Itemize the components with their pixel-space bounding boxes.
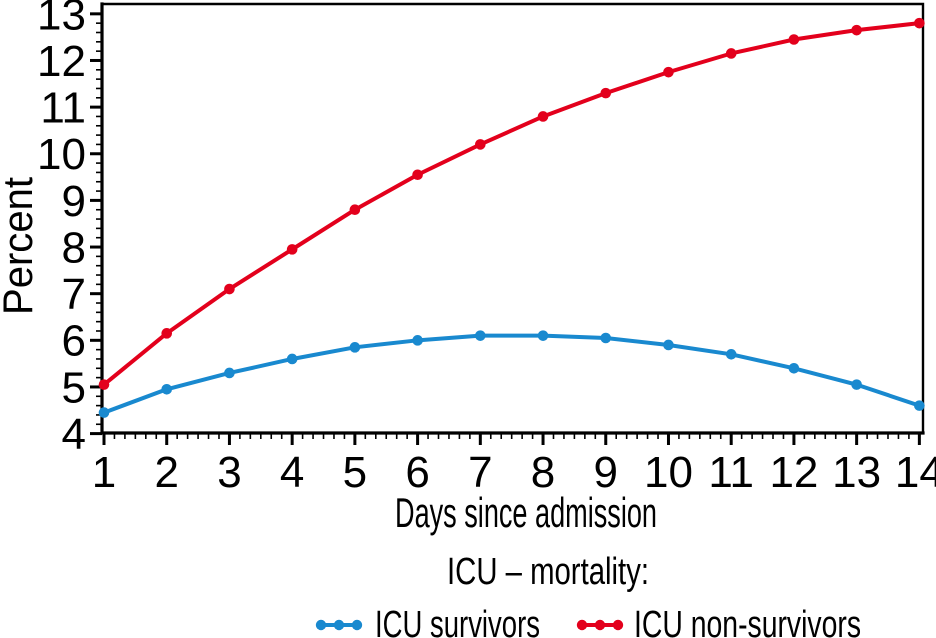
- y-tick-label: 8: [62, 223, 86, 272]
- x-tick-label: 9: [594, 448, 618, 497]
- data-point: [725, 48, 737, 59]
- legend: ICU survivors ICU non-survivors: [315, 604, 861, 638]
- x-tick-label: 13: [832, 448, 881, 497]
- plot-frame-top-right: [102, 2, 925, 433]
- legend-label-survivors: ICU survivors: [375, 604, 540, 638]
- x-tick-label: 6: [405, 448, 429, 497]
- series-points: [98, 17, 925, 418]
- series-lines: [102, 21, 922, 415]
- data-point: [224, 283, 235, 295]
- x-tick-labels: 1 2 3 4 5 6 7 8 9 10 11 12 13 14: [92, 448, 936, 497]
- legend-dot-icon: [351, 619, 363, 631]
- data-point: [224, 367, 235, 379]
- data-point: [788, 34, 800, 45]
- data-point: [914, 17, 925, 29]
- x-tick-label: 2: [154, 448, 178, 497]
- data-point: [349, 204, 361, 216]
- x-tick-label: 11: [708, 448, 754, 497]
- data-point: [98, 379, 110, 390]
- y-tick-label: 9: [62, 177, 86, 226]
- legend-dot-icon: [315, 619, 327, 631]
- data-point: [788, 363, 800, 374]
- y-axis-title: Percent: [0, 177, 41, 315]
- y-tick-label: 5: [62, 363, 86, 412]
- y-major-ticks: [90, 12, 102, 436]
- y-tick-label: 7: [62, 270, 86, 319]
- data-point: [725, 349, 737, 360]
- series-line-0: [102, 333, 922, 415]
- x-tick-label: 7: [468, 448, 492, 497]
- data-point: [286, 353, 298, 365]
- data-point: [412, 335, 423, 346]
- x-axis-title: Days since admission: [395, 489, 657, 536]
- y-tick-label: 6: [62, 317, 86, 366]
- y-tick-label: 12: [37, 37, 86, 86]
- legend-dot-icon: [333, 619, 345, 631]
- data-point: [851, 379, 862, 390]
- legend-marker-0: [315, 619, 363, 631]
- data-point: [161, 328, 173, 339]
- data-point: [600, 87, 612, 99]
- x-tick-label: 10: [644, 448, 693, 497]
- data-point: [851, 24, 862, 36]
- x-tick-label: 4: [280, 448, 304, 497]
- x-minor-ticks: [113, 433, 910, 439]
- x-major-ticks: [102, 433, 921, 445]
- legend-dot-icon: [576, 619, 588, 631]
- legend-item-survivors: ICU survivors: [315, 604, 540, 638]
- data-point: [161, 383, 173, 395]
- x-tick-label: 5: [343, 448, 367, 497]
- x-tick-label: 14: [895, 448, 936, 497]
- data-point: [98, 407, 110, 418]
- data-point: [349, 342, 361, 353]
- data-point: [600, 332, 612, 344]
- series-line-1: [102, 21, 922, 387]
- data-point: [475, 330, 486, 341]
- y-tick-label: 4: [62, 410, 86, 459]
- y-tick-label: 13: [37, 0, 86, 39]
- data-point: [914, 400, 925, 411]
- data-point: [475, 139, 486, 150]
- legend-title: ICU – mortality:: [447, 551, 649, 593]
- legend-item-non-survivors: ICU non-survivors: [576, 604, 861, 638]
- data-point: [537, 111, 549, 122]
- y-minor-ticks: [96, 22, 102, 426]
- data-point: [286, 244, 298, 255]
- x-tick-label: 8: [531, 448, 555, 497]
- legend-dot-icon: [594, 619, 606, 631]
- data-point: [412, 169, 423, 181]
- x-tick-label: 12: [769, 448, 818, 497]
- x-tick-label: 3: [217, 448, 241, 497]
- legend-marker-1: [576, 619, 624, 631]
- legend-label-non-survivors: ICU non-survivors: [634, 604, 861, 638]
- legend-dot-icon: [612, 619, 624, 631]
- y-tick-label: 11: [40, 84, 86, 133]
- data-point: [663, 339, 674, 351]
- data-point: [663, 66, 674, 78]
- y-tick-label: 10: [37, 130, 86, 179]
- data-point: [537, 330, 549, 341]
- x-tick-label: 1: [92, 448, 116, 497]
